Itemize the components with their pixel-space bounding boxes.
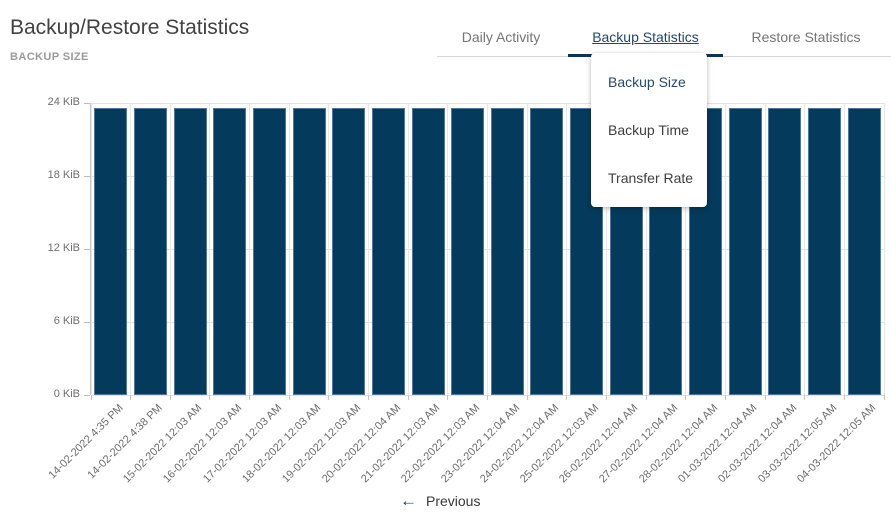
x-tick	[487, 395, 488, 400]
gridline	[368, 103, 370, 395]
gridline	[724, 103, 726, 395]
menu-item-transfer-rate[interactable]: Transfer Rate	[608, 170, 694, 186]
gridline	[130, 103, 132, 395]
x-tick-label: 02-03-2022 12:04 AM	[716, 402, 800, 486]
chart-bar[interactable]	[808, 108, 842, 395]
chart-bar[interactable]	[371, 108, 405, 395]
x-tick	[566, 395, 568, 400]
plot-area	[90, 102, 885, 400]
x-tick-label: 14-02-2022 4:35 PM	[45, 402, 126, 482]
x-tick	[288, 395, 290, 400]
gridline	[764, 103, 766, 395]
menu-item-backup-size[interactable]: Backup Size	[608, 74, 686, 90]
tab-restore-statistics[interactable]: Restore Statistics	[751, 29, 861, 45]
y-tick-label: 12 KiB	[47, 242, 80, 254]
chart-bar[interactable]	[292, 108, 326, 395]
x-tick	[368, 395, 370, 400]
gridline	[90, 103, 92, 395]
y-axis: 0 KiB 6 KiB 12 KiB 18 KiB 24 KiB	[0, 96, 90, 400]
y-tick-label: 6 KiB	[53, 315, 80, 327]
chart-bar[interactable]	[94, 108, 128, 395]
chart-bar[interactable]	[847, 108, 881, 395]
gridline	[249, 103, 251, 395]
x-tick	[685, 395, 687, 400]
x-tick	[209, 395, 211, 400]
gridline	[288, 103, 290, 395]
gridline	[804, 103, 806, 395]
x-tick-label: 27-02-2022 12:04 AM	[597, 402, 681, 486]
gridline	[487, 103, 488, 395]
chart-bar[interactable]	[332, 108, 366, 395]
gridline	[843, 103, 845, 395]
gridline	[645, 103, 647, 395]
gridline	[566, 103, 568, 395]
x-tick	[130, 395, 132, 400]
x-tick	[764, 395, 766, 400]
tab-daily-activity[interactable]: Daily Activity	[461, 29, 541, 45]
y-tick-label: 18 KiB	[47, 169, 80, 181]
y-tick	[84, 395, 90, 396]
gridline	[407, 103, 409, 395]
x-tick	[249, 395, 251, 400]
gridline	[685, 103, 687, 395]
x-tick	[605, 395, 607, 400]
page-title: Backup/Restore Statistics	[10, 16, 250, 39]
x-tick	[883, 395, 885, 400]
x-tick	[724, 395, 726, 400]
chart-bar[interactable]	[411, 108, 445, 395]
gridline	[447, 103, 449, 395]
chart-bar[interactable]	[173, 108, 207, 395]
chart-bar[interactable]	[490, 108, 524, 395]
gridline	[605, 103, 607, 395]
x-tick-label: 15-02-2022 12:03 AM	[121, 402, 205, 486]
x-tick	[407, 395, 409, 400]
gridline	[328, 103, 330, 395]
x-tick-label: 24-02-2022 12:04 AM	[478, 402, 562, 486]
previous-button[interactable]: ← Previous	[400, 491, 480, 511]
chart-bar[interactable]	[133, 108, 167, 395]
x-tick	[447, 395, 449, 400]
x-tick-label: 22-02-2022 12:03 AM	[398, 402, 483, 486]
x-tick-label: 21-02-2022 12:03 AM	[359, 402, 443, 486]
tab-backup-statistics-label: Backup Statistics	[592, 29, 699, 45]
gridline	[209, 103, 211, 395]
gridline	[883, 103, 885, 395]
x-tick-label: 18-02-2022 12:03 AM	[240, 402, 324, 486]
y-tick	[84, 103, 90, 104]
x-tick	[843, 395, 845, 400]
x-tick	[804, 395, 806, 400]
tab-backup-statistics[interactable]: Backup Statistics	[568, 21, 723, 57]
y-tick-label: 24 KiB	[47, 96, 80, 108]
y-tick	[84, 249, 90, 250]
y-tick-label: 0 KiB	[53, 388, 80, 400]
x-tick	[90, 395, 92, 400]
x-tick-label: 19-02-2022 12:03 AM	[279, 402, 364, 486]
x-tick	[169, 395, 171, 400]
y-tick	[84, 176, 90, 177]
chart-bar[interactable]	[213, 108, 247, 395]
y-tick	[84, 322, 90, 323]
x-tick-label: 04-03-2022 12:05 AM	[795, 402, 879, 486]
x-tick-label: 14-02-2022 4:38 PM	[85, 402, 165, 482]
gridline	[526, 103, 528, 395]
x-tick	[526, 395, 528, 400]
backup-statistics-dropdown-menu: Backup Size Backup Time Transfer Rate	[591, 53, 707, 207]
chart-bar[interactable]	[252, 108, 286, 395]
chart-bar[interactable]	[728, 108, 762, 395]
x-tick	[328, 395, 330, 400]
arrow-left-icon: ←	[400, 491, 417, 510]
menu-item-backup-time[interactable]: Backup Time	[608, 122, 689, 138]
chart-bar[interactable]	[451, 108, 485, 395]
chart-bar[interactable]	[530, 108, 564, 395]
x-tick-label: 16-02-2022 12:03 AM	[160, 402, 245, 486]
gridline	[169, 103, 171, 395]
chart-bar[interactable]	[768, 108, 802, 395]
x-axis-labels: 14-02-2022 4:35 PM 14-02-2022 4:38 PM 15-0…	[0, 395, 891, 485]
x-tick	[645, 395, 647, 400]
previous-label: Previous	[426, 493, 481, 509]
chart-title: BACKUP SIZE	[10, 51, 89, 63]
